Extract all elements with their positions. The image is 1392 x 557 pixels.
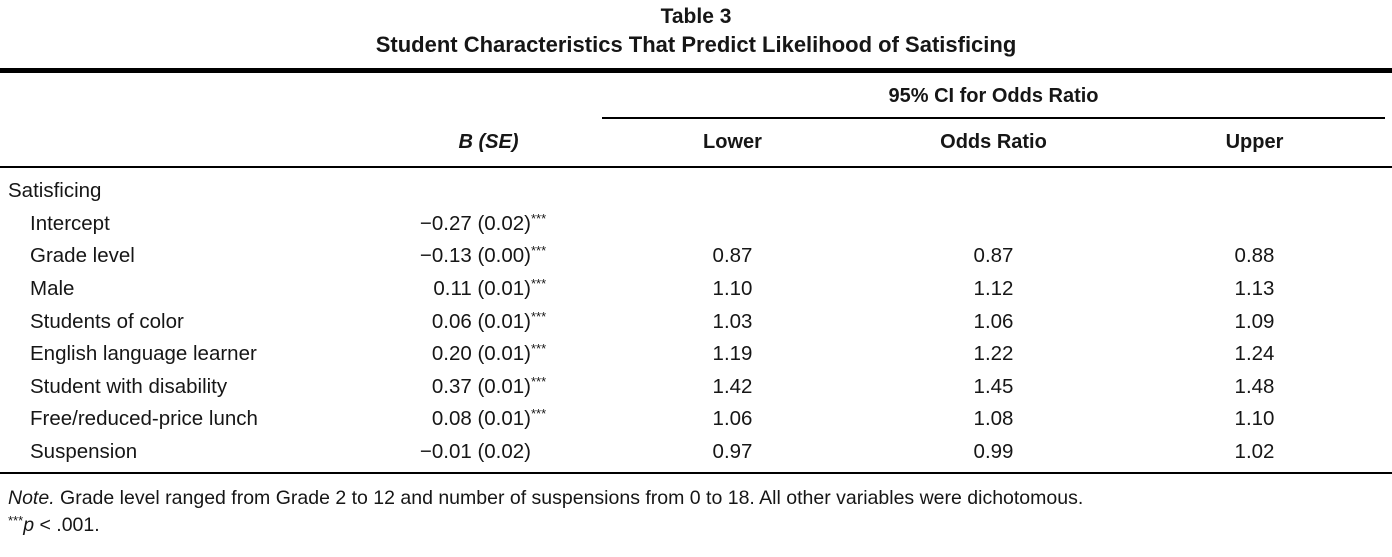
upper-cell: 1.48 — [1234, 374, 1275, 398]
b-se-cell: −0.01 (0.02) — [375, 440, 602, 464]
lower-cell: 1.06 — [712, 407, 753, 431]
table-row-section: Satisficing — [0, 175, 1392, 208]
header-rule-divider — [0, 166, 1392, 168]
row-label: Suspension — [30, 440, 138, 464]
significance-legend: ***p < .001. — [8, 512, 1392, 540]
note-line: Note. Grade level ranged from Grade 2 to… — [8, 485, 1392, 512]
column-header-lower: Lower — [703, 131, 762, 153]
significance-legend-p: p — [23, 514, 35, 537]
row-label: Male — [30, 277, 75, 301]
b-se-cell: 0.20 (0.01)*** — [431, 341, 547, 366]
b-se-cell: 0.37 (0.01)*** — [431, 373, 547, 398]
significance-legend-threshold: < .001. — [34, 514, 100, 537]
note-label: Note. — [8, 487, 55, 510]
upper-cell: 0.88 — [1234, 244, 1275, 268]
lower-cell: 1.42 — [712, 374, 753, 398]
b-se-cell: −0.13 (0.00)*** — [419, 243, 547, 268]
row-label: Satisficing — [8, 179, 102, 203]
odds-ratio-cell: 0.99 — [973, 440, 1014, 464]
lower-cell: 1.19 — [712, 342, 753, 366]
upper-cell: 1.09 — [1234, 309, 1275, 333]
table-row: Free/reduced-price lunch 0.08 (0.01)*** … — [0, 403, 1392, 436]
b-se-cell: −0.27 (0.02)*** — [419, 210, 547, 235]
row-label: Free/reduced-price lunch — [30, 407, 258, 431]
table-title: Student Characteristics That Predict Lik… — [375, 32, 1017, 57]
row-label: Students of color — [30, 309, 184, 333]
column-header-b-se: B (SE) — [458, 131, 519, 153]
significance-legend-stars: *** — [8, 513, 24, 529]
column-header-upper: Upper — [1225, 131, 1284, 153]
upper-cell: 1.24 — [1234, 342, 1275, 366]
spanner-spacer — [0, 85, 602, 119]
b-se-value: 0.08 (0.01) — [431, 407, 531, 431]
lower-cell: 1.10 — [712, 277, 753, 301]
table-row: Student with disability 0.37 (0.01)*** 1… — [0, 371, 1392, 404]
b-se-cell — [375, 179, 602, 203]
column-header-row: B (SE) Lower Odds Ratio Upper — [0, 119, 1392, 166]
lower-cell: 0.97 — [712, 440, 753, 464]
table-row: Intercept −0.27 (0.02)*** — [0, 208, 1392, 241]
note-text: Grade level ranged from Grade 2 to 12 an… — [54, 487, 1084, 510]
table-number: Table 3 — [660, 5, 732, 28]
b-se-value: 0.06 (0.01) — [431, 309, 531, 333]
b-se-cell: 0.11 (0.01)*** — [433, 276, 547, 301]
top-rule-divider — [0, 68, 1392, 73]
b-se-value: −0.01 (0.02) — [419, 440, 531, 464]
odds-ratio-cell: 1.45 — [973, 374, 1014, 398]
b-se-cell: 0.06 (0.01)*** — [431, 308, 547, 333]
column-header-odds-ratio: Odds Ratio — [940, 131, 1047, 153]
b-se-value: 0.20 (0.01) — [431, 342, 531, 366]
b-se-value: 0.37 (0.01) — [431, 374, 531, 398]
row-label: English language learner — [30, 342, 257, 366]
odds-ratio-cell: 1.22 — [973, 342, 1014, 366]
lower-cell: 0.87 — [712, 244, 753, 268]
b-se-cell: 0.08 (0.01)*** — [431, 406, 547, 431]
row-label: Student with disability — [30, 374, 228, 398]
bottom-rule-divider — [0, 472, 1392, 475]
table-row: English language learner 0.20 (0.01)*** … — [0, 338, 1392, 371]
odds-ratio-cell: 1.08 — [973, 407, 1014, 431]
odds-ratio-cell: 0.87 — [973, 244, 1014, 268]
table-caption: Table 3 Student Characteristics That Pre… — [0, 0, 1392, 59]
table-row: Male 0.11 (0.01)*** 1.10 1.12 1.13 — [0, 273, 1392, 306]
odds-ratio-cell: 1.06 — [973, 309, 1014, 333]
upper-cell: 1.10 — [1234, 407, 1275, 431]
table-row: Grade level −0.13 (0.00)*** 0.87 0.87 0.… — [0, 240, 1392, 273]
table-row: Suspension −0.01 (0.02) 0.97 0.99 1.02 — [0, 436, 1392, 469]
table-note: Note. Grade level ranged from Grade 2 to… — [0, 474, 1392, 540]
odds-ratio-cell: 1.12 — [973, 277, 1014, 301]
row-label: Intercept — [30, 211, 110, 235]
upper-cell: 1.02 — [1234, 440, 1275, 464]
table-row: Students of color 0.06 (0.01)*** 1.03 1.… — [0, 305, 1392, 338]
row-label: Grade level — [30, 244, 135, 268]
b-se-value: −0.13 (0.00) — [419, 244, 531, 268]
b-se-value: −0.27 (0.02) — [419, 211, 531, 235]
b-se-value: 0.11 (0.01) — [433, 277, 531, 301]
upper-cell: 1.13 — [1234, 277, 1275, 301]
lower-cell: 1.03 — [712, 309, 753, 333]
ci-spanner-header: 95% CI for Odds Ratio — [602, 85, 1385, 119]
ci-spanner-row: 95% CI for Odds Ratio — [0, 85, 1392, 119]
table-body: Satisficing Intercept −0.27 (0.02)*** Gr… — [0, 168, 1392, 468]
